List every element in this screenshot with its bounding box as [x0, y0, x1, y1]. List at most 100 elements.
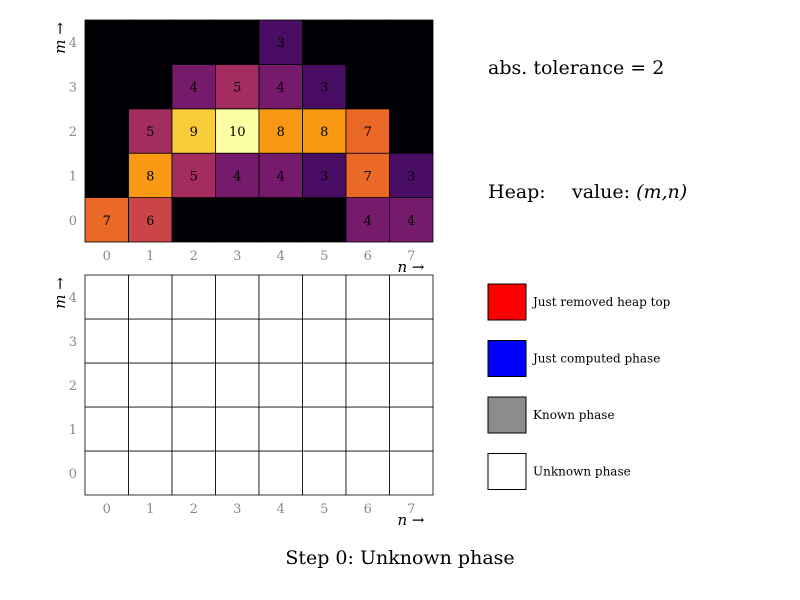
y-tick-label: 0 — [69, 214, 77, 229]
heatmap-cell — [215, 152, 260, 198]
heatmap-cell — [389, 152, 434, 198]
heatmap-cell-value: 1 — [233, 36, 241, 51]
phase-cell — [171, 450, 216, 496]
heatmap-cell — [345, 19, 390, 65]
phase-cell — [345, 274, 390, 320]
phase-cell — [389, 318, 434, 364]
step-title: Step 0: Unknown phase — [285, 547, 514, 569]
phase-cell — [84, 362, 129, 408]
phase-cell — [128, 362, 173, 408]
heatmap-cell — [84, 108, 129, 154]
heatmap-cell — [389, 64, 434, 110]
magnitude-heatmap: 7 6 1 1 1 1 4 41 8 5 4 4 3 7 31 5 9 10 8 8 7 11 1 4 5 4 3 1 11 1 1 1 3 1 1… — [51, 19, 434, 276]
x-tick-label: 7 — [407, 249, 415, 264]
heatmap-cell — [389, 197, 434, 243]
heatmap-cell — [215, 64, 260, 110]
heatmap-cell — [389, 108, 434, 154]
x-tick-label: 5 — [320, 249, 328, 264]
heatmap-cell-value: 1 — [190, 214, 198, 229]
phase-cell — [345, 406, 390, 452]
phase-cell — [345, 450, 390, 496]
x-tick-label: 6 — [364, 249, 372, 264]
heap-entry-label: value: — [571, 181, 636, 203]
heatmap-cell-value: 3 — [277, 36, 285, 51]
phase-cell — [302, 362, 347, 408]
phase-cell — [128, 450, 173, 496]
phase-cell — [215, 362, 260, 408]
phase-cell — [128, 274, 173, 320]
y-tick-label: 2 — [69, 125, 77, 140]
phase-cell — [171, 274, 216, 320]
legend-label-unknown: Unknown phase — [533, 465, 631, 479]
phase-cell — [345, 362, 390, 408]
y-tick-label: 4 — [69, 291, 77, 306]
heatmap-cell-value: 1 — [407, 125, 415, 140]
heatmap-cell-value: 9 — [190, 125, 198, 140]
heatmap-cell-value: 1 — [364, 36, 372, 51]
heap-entry: value: (m,n) — [571, 181, 687, 203]
phase-cell — [258, 318, 303, 364]
y-tick-label: 1 — [69, 423, 77, 438]
heatmap-cell — [215, 108, 260, 154]
heatmap-cell — [171, 108, 216, 154]
legend: Just removed heap top Just computed phase… — [487, 283, 671, 490]
heatmap-cell-value: 4 — [407, 214, 415, 229]
phase-cell — [389, 406, 434, 452]
x-tick-label: 7 — [407, 502, 415, 517]
heatmap-cell-value: 8 — [146, 169, 154, 184]
phase-cell — [84, 318, 129, 364]
phase-cell — [171, 318, 216, 364]
x-tick-label: 1 — [146, 502, 154, 517]
legend-swatch-removed — [487, 283, 527, 321]
heatmap-cell — [171, 64, 216, 110]
heatmap-cell-value: 1 — [103, 81, 111, 96]
heatmap-cell-value: 1 — [277, 214, 285, 229]
phase-cell — [128, 406, 173, 452]
heatmap-cell-value: 1 — [407, 36, 415, 51]
heatmap-cell-value: 1 — [190, 36, 198, 51]
heatmap-cell-value: 4 — [277, 169, 285, 184]
x-tick-label: 4 — [277, 502, 285, 517]
x-tick-label: 5 — [320, 502, 328, 517]
x-tick-label: 3 — [233, 249, 241, 264]
phase-cell — [258, 362, 303, 408]
y-tick-label: 3 — [69, 81, 77, 96]
heatmap-cell — [171, 19, 216, 65]
heatmap-cell — [302, 197, 347, 243]
x-tick-label: 0 — [103, 249, 111, 264]
phase-cell — [302, 318, 347, 364]
heatmap-cell — [84, 64, 129, 110]
phase-cell — [258, 406, 303, 452]
legend-swatch-unknown — [487, 453, 527, 490]
heatmap-cell-value: 3 — [320, 81, 328, 96]
heatmap-cell-value: 1 — [103, 125, 111, 140]
legend-label-known: Known phase — [533, 408, 615, 422]
x-tick-label: 0 — [103, 502, 111, 517]
heap-label: Heap: — [488, 181, 546, 203]
phase-cell — [389, 362, 434, 408]
x-axis-label: n → — [398, 511, 425, 529]
y-tick-label: 1 — [69, 169, 77, 184]
heatmap-cell-value: 3 — [407, 169, 415, 184]
heatmap-cell-value: 1 — [320, 214, 328, 229]
x-tick-label: 6 — [364, 502, 372, 517]
heatmap-cell — [302, 19, 347, 65]
heatmap-cell-value: 3 — [320, 169, 328, 184]
y-axis-label: m → — [51, 22, 69, 54]
heatmap-cell — [128, 152, 173, 198]
legend-label-removed: Just removed heap top — [531, 295, 671, 309]
phase-cell — [258, 274, 303, 320]
phase-cell — [171, 362, 216, 408]
heap-entry-tuple: (m,n) — [636, 181, 687, 203]
tolerance-text: abs. tolerance = 2 — [488, 57, 664, 79]
heatmap-cell-value: 4 — [190, 81, 198, 96]
y-tick-label: 4 — [69, 36, 77, 51]
heatmap-cell — [389, 19, 434, 65]
heatmap-cell-value: 1 — [103, 36, 111, 51]
phase-cell — [215, 318, 260, 364]
legend-swatch-known — [487, 396, 527, 434]
x-tick-label: 4 — [277, 249, 285, 264]
phase-cell — [128, 318, 173, 364]
heatmap-cell-value: 1 — [146, 36, 154, 51]
